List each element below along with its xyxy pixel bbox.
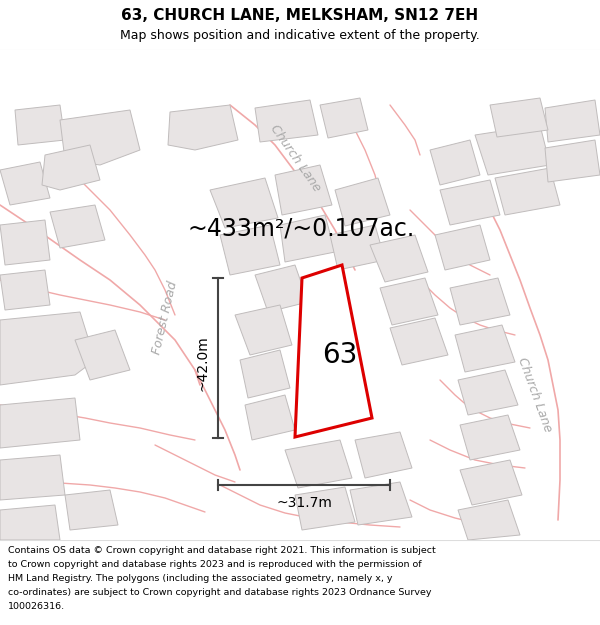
Polygon shape	[355, 432, 412, 478]
Polygon shape	[0, 505, 60, 540]
Polygon shape	[15, 105, 65, 145]
Text: 63, CHURCH LANE, MELKSHAM, SN12 7EH: 63, CHURCH LANE, MELKSHAM, SN12 7EH	[121, 8, 479, 22]
Polygon shape	[60, 110, 140, 165]
Polygon shape	[440, 180, 500, 225]
Polygon shape	[458, 500, 520, 540]
Polygon shape	[0, 220, 50, 265]
Polygon shape	[295, 265, 372, 437]
Polygon shape	[0, 162, 50, 205]
Polygon shape	[210, 178, 278, 228]
Polygon shape	[545, 140, 600, 182]
Polygon shape	[335, 178, 390, 226]
Polygon shape	[42, 145, 100, 190]
Text: Forest Road: Forest Road	[150, 280, 180, 356]
Polygon shape	[0, 398, 80, 448]
Text: HM Land Registry. The polygons (including the associated geometry, namely x, y: HM Land Registry. The polygons (includin…	[8, 574, 392, 583]
Polygon shape	[65, 490, 118, 530]
Text: co-ordinates) are subject to Crown copyright and database rights 2023 Ordnance S: co-ordinates) are subject to Crown copyr…	[8, 588, 431, 597]
Polygon shape	[255, 265, 308, 312]
Text: Map shows position and indicative extent of the property.: Map shows position and indicative extent…	[120, 29, 480, 42]
Text: to Crown copyright and database rights 2023 and is reproduced with the permissio: to Crown copyright and database rights 2…	[8, 560, 422, 569]
Polygon shape	[255, 100, 318, 142]
Polygon shape	[168, 105, 238, 150]
Polygon shape	[380, 278, 438, 325]
Polygon shape	[0, 270, 50, 310]
Polygon shape	[430, 140, 480, 185]
Text: Church Lane: Church Lane	[267, 122, 323, 194]
Polygon shape	[295, 487, 355, 530]
Polygon shape	[458, 370, 518, 415]
Polygon shape	[455, 325, 515, 372]
Polygon shape	[370, 235, 428, 282]
Polygon shape	[75, 330, 130, 380]
Polygon shape	[220, 225, 280, 275]
Polygon shape	[245, 395, 295, 440]
Polygon shape	[275, 165, 332, 215]
Text: 63: 63	[322, 341, 358, 369]
Text: ~31.7m: ~31.7m	[276, 496, 332, 510]
Polygon shape	[350, 482, 412, 525]
Polygon shape	[390, 318, 448, 365]
Text: ~42.0m: ~42.0m	[195, 335, 209, 391]
Polygon shape	[460, 460, 522, 505]
Polygon shape	[235, 305, 292, 355]
Polygon shape	[435, 225, 490, 270]
Polygon shape	[490, 98, 548, 137]
Polygon shape	[0, 312, 95, 385]
Polygon shape	[450, 278, 510, 325]
Polygon shape	[50, 205, 105, 248]
Polygon shape	[240, 350, 290, 398]
Polygon shape	[495, 168, 560, 215]
Polygon shape	[280, 215, 335, 262]
Text: ~433m²/~0.107ac.: ~433m²/~0.107ac.	[188, 216, 415, 240]
Polygon shape	[545, 100, 600, 142]
Text: 100026316.: 100026316.	[8, 602, 65, 611]
Polygon shape	[330, 225, 385, 270]
Polygon shape	[320, 98, 368, 138]
Polygon shape	[460, 415, 520, 460]
Text: Contains OS data © Crown copyright and database right 2021. This information is : Contains OS data © Crown copyright and d…	[8, 546, 436, 555]
Polygon shape	[0, 455, 65, 500]
Text: Church Lane: Church Lane	[515, 356, 554, 434]
Polygon shape	[285, 440, 352, 488]
Polygon shape	[475, 125, 550, 175]
